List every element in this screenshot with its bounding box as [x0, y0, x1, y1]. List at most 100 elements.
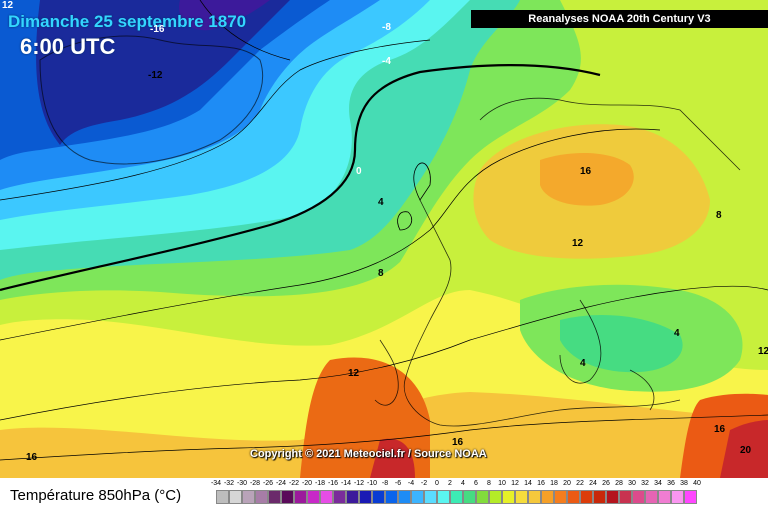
legend-swatch — [645, 490, 658, 504]
legend-swatches — [216, 490, 697, 504]
source-label: Reanalyses NOAA 20th Century V3 — [471, 10, 768, 28]
legend-tick-label: -4 — [407, 480, 415, 487]
legend-swatch — [632, 490, 645, 504]
isotherm-label: 12 — [348, 368, 360, 379]
legend-swatch — [593, 490, 606, 504]
legend-tick-label: -20 — [301, 480, 313, 487]
isotherm-label: 16 — [714, 424, 726, 435]
legend-tick-label: 8 — [487, 480, 491, 487]
legend-tick-label: 18 — [550, 480, 558, 487]
legend-tick-label: -30 — [236, 480, 248, 487]
isotherm-label: 20 — [740, 445, 752, 456]
legend-swatch — [333, 490, 346, 504]
legend-swatch — [515, 490, 528, 504]
legend-tick-label: 24 — [589, 480, 597, 487]
copyright-notice: Copyright © 2021 Meteociel.fr / Source N… — [250, 448, 487, 460]
legend-swatch — [671, 490, 684, 504]
legend-tick-label: 14 — [524, 480, 532, 487]
legend-swatch — [554, 490, 567, 504]
legend-swatch — [411, 490, 424, 504]
legend-swatch — [684, 490, 697, 504]
isotherm-label: 12 — [572, 238, 584, 249]
legend-tick-label: 22 — [576, 480, 584, 487]
legend-tick-label: 28 — [615, 480, 623, 487]
legend-swatch — [567, 490, 580, 504]
legend-swatch — [385, 490, 398, 504]
legend-tick-label: 16 — [537, 480, 545, 487]
isotherm-label: 12 — [758, 346, 768, 357]
legend-swatch — [255, 490, 268, 504]
isotherm-label: -12 — [148, 70, 163, 81]
legend-swatch — [541, 490, 554, 504]
legend-swatch — [502, 490, 515, 504]
legend-tick-label: -34 — [210, 480, 222, 487]
isotherm-label: 12 — [2, 0, 14, 11]
map-date: Dimanche 25 septembre 1870 — [8, 12, 247, 31]
isotherm-label: 8 — [716, 210, 722, 221]
isotherm-label: 16 — [26, 452, 38, 463]
deep-blue-core — [36, 0, 290, 145]
isotherm-label: 4 — [580, 358, 586, 369]
legend-tick-label: 4 — [461, 480, 465, 487]
isotherm-label: 8 — [378, 268, 384, 279]
legend-tick-label: -28 — [249, 480, 261, 487]
legend-swatch — [476, 490, 489, 504]
legend-tick-label: 0 — [435, 480, 439, 487]
legend-tick-label: -16 — [327, 480, 339, 487]
legend-swatch — [398, 490, 411, 504]
legend-swatch — [229, 490, 242, 504]
legend-tick-label: 32 — [641, 480, 649, 487]
legend-swatch — [489, 490, 502, 504]
legend-swatch — [450, 490, 463, 504]
map-time: 6:00 UTC — [20, 34, 116, 59]
legend-swatch — [528, 490, 541, 504]
legend-swatch — [437, 490, 450, 504]
legend-swatch — [619, 490, 632, 504]
legend-tick-label: -14 — [340, 480, 352, 487]
legend-tick-label: 2 — [448, 480, 452, 487]
legend-tick-label: -26 — [262, 480, 274, 487]
legend-tick-label: 10 — [498, 480, 506, 487]
legend-swatch — [424, 490, 437, 504]
map-canvas — [0, 0, 768, 478]
isotherm-label: -8 — [382, 22, 391, 33]
isotherm-label: -16 — [150, 24, 165, 35]
legend-tick-label: 26 — [602, 480, 610, 487]
legend-tick-label: -32 — [223, 480, 235, 487]
coastline-europe — [403, 199, 681, 427]
legend-swatch — [658, 490, 671, 504]
legend-swatch — [359, 490, 372, 504]
legend-tick-label: -18 — [314, 480, 326, 487]
legend-swatch — [294, 490, 307, 504]
legend-tick-label: 36 — [667, 480, 675, 487]
legend-tick-label: 30 — [628, 480, 636, 487]
isotherm-label: 4 — [674, 328, 680, 339]
isotherm-label: 0 — [356, 166, 362, 177]
legend-title: Température 850hPa (°C) — [10, 487, 182, 504]
legend-tick-label: 34 — [654, 480, 662, 487]
legend-tick-label: -2 — [420, 480, 428, 487]
legend-swatch — [242, 490, 255, 504]
legend-tick-label: -12 — [353, 480, 365, 487]
legend-tick-label: -8 — [381, 480, 389, 487]
legend-tick-label: 6 — [474, 480, 478, 487]
legend-tick-label: -10 — [366, 480, 378, 487]
legend-swatch — [268, 490, 281, 504]
legend-tick-label: -6 — [394, 480, 402, 487]
legend-tick-label: 38 — [680, 480, 688, 487]
legend-tick-label: -22 — [288, 480, 300, 487]
isotherm-label: 4 — [378, 197, 384, 208]
legend-swatch — [463, 490, 476, 504]
legend-tick-label: 20 — [563, 480, 571, 487]
legend-tick-label: -24 — [275, 480, 287, 487]
isotherm-label: 16 — [452, 437, 464, 448]
legend-swatch — [320, 490, 333, 504]
legend-tick-label: 12 — [511, 480, 519, 487]
legend-swatch — [216, 490, 229, 504]
temperature-map: Dimanche 25 septembre 1870 6:00 UTC Rean… — [0, 0, 768, 478]
isotherm-label: -4 — [382, 56, 391, 67]
isotherm-label: 16 — [580, 166, 592, 177]
legend-tick-label: 40 — [693, 480, 701, 487]
legend-swatch — [606, 490, 619, 504]
legend-swatch — [307, 490, 320, 504]
